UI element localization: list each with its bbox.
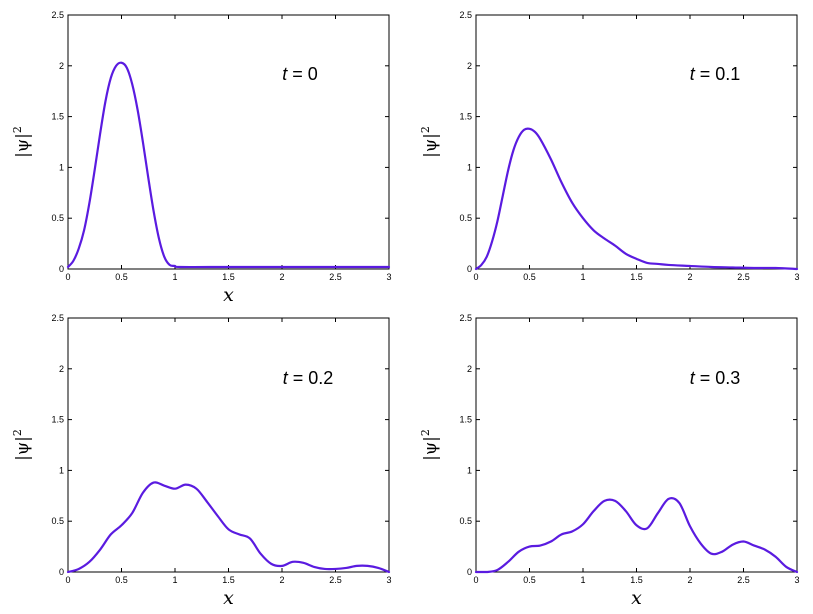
- time-annotation-variable: t: [283, 368, 289, 388]
- x-tick-label: 0.5: [523, 272, 536, 282]
- x-tick-label: 1.5: [630, 272, 643, 282]
- x-tick-label: 2: [687, 272, 692, 282]
- y-axis-label-exponent: 2: [419, 126, 432, 133]
- time-annotation-value: = 0.1: [695, 64, 741, 84]
- y-tick-label: 2.5: [51, 313, 64, 323]
- x-tick-label: 1.5: [222, 272, 235, 282]
- panel-t0-2: 0 0.5 1 1.5 2 2.5 300.511.522.5|ψ|2xt = 0.2: [11, 313, 392, 609]
- y-axis-label-exponent: 2: [11, 126, 24, 133]
- x-tick-label: 2.5: [329, 575, 342, 585]
- x-tick-label: 3: [794, 272, 799, 282]
- x-tick-label: 2: [279, 575, 284, 585]
- panel-t0: 0 0.5 1 1.5 2 2.5 300.511.522.5|ψ|2xt = 0: [11, 10, 392, 306]
- x-tick-label: 2.5: [329, 272, 342, 282]
- time-annotation: t = 0: [282, 64, 318, 84]
- time-annotation-variable: t: [282, 64, 288, 84]
- y-tick-label: 2: [467, 61, 472, 71]
- x-tick-label: 3: [386, 575, 391, 585]
- y-axis-label: |ψ|2: [11, 126, 33, 158]
- x-tick-label: 1: [172, 575, 177, 585]
- plot-frame: [67, 317, 390, 573]
- y-axis-label-base: |ψ|: [421, 436, 441, 461]
- y-tick-label: 1: [59, 465, 64, 475]
- y-tick-label: 0.5: [51, 213, 64, 223]
- plot-frame: [475, 14, 798, 270]
- probability-density-curve: [66, 61, 391, 269]
- y-tick-label: 0.5: [51, 516, 64, 526]
- x-tick-label: 0: [473, 575, 478, 585]
- y-tick-label: 2.5: [459, 10, 472, 20]
- y-tick-label: 1.5: [51, 112, 64, 122]
- y-tick-label: 0: [59, 264, 64, 274]
- x-tick-label: 0: [65, 575, 70, 585]
- y-axis-label-base: |ψ|: [421, 133, 441, 158]
- y-tick-label: 1: [467, 162, 472, 172]
- x-axis-label: x: [631, 587, 642, 609]
- x-tick-label: 1.5: [630, 575, 643, 585]
- y-tick-label: 1: [467, 465, 472, 475]
- x-tick-label: 2: [687, 575, 692, 585]
- y-axis-label-base: |ψ|: [13, 133, 33, 158]
- y-tick-label: 2: [59, 364, 64, 374]
- x-tick-label: 0: [65, 272, 70, 282]
- time-annotation: t = 0.2: [283, 368, 334, 388]
- y-tick-label: 2: [59, 61, 64, 71]
- time-annotation-value: = 0.2: [288, 368, 334, 388]
- x-tick-label: 1: [172, 272, 177, 282]
- y-axis-label-exponent: 2: [419, 429, 432, 436]
- probability-density-curve: [474, 497, 799, 574]
- y-tick-label: 1.5: [459, 112, 472, 122]
- x-tick-label: 0.5: [115, 575, 128, 585]
- x-tick-label: 1: [580, 575, 585, 585]
- panel-t0-3: 0 0.5 1 1.5 2 2.5 300.511.522.5|ψ|2xt = 0.3: [419, 313, 800, 609]
- probability-density-curve: [66, 481, 391, 574]
- probability-density-curve: [474, 127, 799, 271]
- x-tick-label: 1: [580, 272, 585, 282]
- panel-t0-1: 0 0.5 1 1.5 2 2.5 300.511.522.5|ψ|2t = 0.1: [419, 10, 800, 282]
- y-tick-label: 0.5: [459, 516, 472, 526]
- x-tick-label: 2.5: [737, 575, 750, 585]
- x-tick-label: 0: [473, 272, 478, 282]
- y-axis-label-base: |ψ|: [13, 436, 33, 461]
- x-tick-label: 1.5: [222, 575, 235, 585]
- x-tick-label: 3: [386, 272, 391, 282]
- y-tick-label: 2.5: [459, 313, 472, 323]
- time-annotation: t = 0.3: [690, 368, 741, 388]
- y-axis-label: |ψ|2: [419, 429, 441, 461]
- plot-frame: [67, 14, 390, 270]
- y-axis-label-exponent: 2: [11, 429, 24, 436]
- time-annotation-variable: t: [690, 64, 696, 84]
- time-annotation-value: = 0: [287, 64, 318, 84]
- y-tick-label: 0: [59, 567, 64, 577]
- y-tick-label: 0.5: [459, 213, 472, 223]
- x-axis-label: x: [223, 284, 234, 306]
- y-tick-label: 1.5: [51, 415, 64, 425]
- y-tick-label: 0: [467, 264, 472, 274]
- x-tick-label: 2: [279, 272, 284, 282]
- time-annotation: t = 0.1: [690, 64, 741, 84]
- y-tick-label: 1.5: [459, 415, 472, 425]
- y-tick-label: 2.5: [51, 10, 64, 20]
- x-tick-label: 0.5: [115, 272, 128, 282]
- y-axis-label: |ψ|2: [11, 429, 33, 461]
- time-annotation-value: = 0.3: [695, 368, 741, 388]
- time-annotation-variable: t: [690, 368, 696, 388]
- y-tick-label: 1: [59, 162, 64, 172]
- y-tick-label: 2: [467, 364, 472, 374]
- y-axis-label: |ψ|2: [419, 126, 441, 158]
- y-tick-label: 0: [467, 567, 472, 577]
- plot-frame: [475, 317, 798, 573]
- x-tick-label: 0.5: [523, 575, 536, 585]
- x-tick-label: 3: [794, 575, 799, 585]
- x-tick-label: 2.5: [737, 272, 750, 282]
- x-axis-label: x: [223, 587, 234, 609]
